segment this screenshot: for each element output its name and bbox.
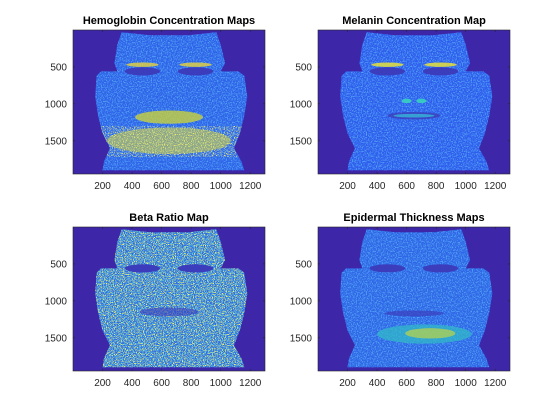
eye-region xyxy=(422,264,459,273)
x-tick-label: 400 xyxy=(369,181,386,192)
y-tick-label: 1000 xyxy=(290,296,313,307)
panel-2: Melanin Concentration Map 200 400 600 800 100… xyxy=(290,15,511,192)
y-tick-label: 1500 xyxy=(290,333,313,344)
chart-title: Hemoglobin Concentration Maps xyxy=(83,15,255,27)
x-tick-label: 800 xyxy=(183,181,200,192)
y-tick-label: 1500 xyxy=(290,136,313,147)
x-tick-label: 1000 xyxy=(455,378,478,389)
x-tick-label: 600 xyxy=(398,378,415,389)
y-tick-label: 1000 xyxy=(45,99,68,110)
eye-region xyxy=(369,264,406,273)
x-tick-label: 1000 xyxy=(210,181,233,192)
face-texture xyxy=(340,32,493,171)
x-tick-label: 1000 xyxy=(455,181,478,192)
axes-frame xyxy=(72,29,266,175)
x-tick-label: 800 xyxy=(428,378,445,389)
y-tick-label: 500 xyxy=(50,62,67,73)
eye-region xyxy=(177,264,214,273)
eye-region xyxy=(124,264,161,273)
y-tick-label: 1500 xyxy=(45,333,68,344)
x-tick-label: 1200 xyxy=(239,181,262,192)
y-tick-label: 1500 xyxy=(45,136,68,147)
axes-frame xyxy=(72,226,266,372)
eye-region xyxy=(422,67,459,76)
x-tick-label: 1200 xyxy=(239,378,262,389)
eye-region xyxy=(177,67,214,76)
face-texture xyxy=(340,229,493,368)
y-tick-label: 500 xyxy=(50,259,67,270)
y-tick-label: 500 xyxy=(295,62,312,73)
x-tick-label: 600 xyxy=(398,181,415,192)
face-texture xyxy=(95,32,248,171)
x-tick-label: 200 xyxy=(94,378,111,389)
heatmap-image xyxy=(73,227,265,371)
x-tick-label: 200 xyxy=(339,378,356,389)
x-tick-label: 1200 xyxy=(484,378,507,389)
chart-title: Beta Ratio Map xyxy=(129,212,209,224)
eye-region xyxy=(124,67,161,76)
x-tick-label: 400 xyxy=(124,181,141,192)
chart-title: Epidermal Thickness Maps xyxy=(343,212,484,224)
panel-4: Epidermal Thickness Maps 200 400 600 800 1000… xyxy=(290,212,511,389)
x-tick-label: 600 xyxy=(153,378,170,389)
x-tick-label: 1200 xyxy=(484,181,507,192)
x-tick-label: 400 xyxy=(369,378,386,389)
face-texture xyxy=(95,229,248,368)
y-tick-label: 500 xyxy=(295,259,312,270)
x-tick-label: 800 xyxy=(183,378,200,389)
x-tick-label: 400 xyxy=(124,378,141,389)
y-tick-label: 1000 xyxy=(45,296,68,307)
x-tick-label: 1000 xyxy=(210,378,233,389)
eye-region xyxy=(369,67,406,76)
y-tick-label: 1000 xyxy=(290,99,313,110)
x-tick-label: 600 xyxy=(153,181,170,192)
x-tick-label: 800 xyxy=(428,181,445,192)
x-tick-label: 200 xyxy=(339,181,356,192)
heatmap-image xyxy=(73,30,265,174)
heatmap-image xyxy=(318,30,510,174)
axes-frame xyxy=(317,226,511,372)
panel-1: Hemoglobin Concentration Maps 200 400 600 80… xyxy=(45,15,266,192)
panel-3: Beta Ratio Map 200 400 600 800 1000 1200 500 100… xyxy=(45,212,266,389)
x-tick-label: 200 xyxy=(94,181,111,192)
axes-frame xyxy=(317,29,511,175)
heatmap-image xyxy=(318,227,510,371)
chart-title: Melanin Concentration Map xyxy=(342,15,486,27)
